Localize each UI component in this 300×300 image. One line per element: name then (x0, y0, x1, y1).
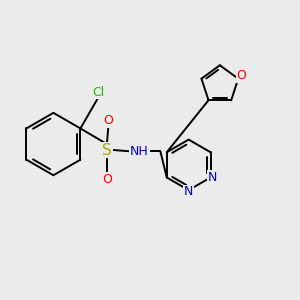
Text: Cl: Cl (92, 85, 104, 98)
Text: O: O (236, 69, 246, 82)
Text: N: N (208, 171, 218, 184)
Text: O: O (102, 173, 112, 186)
Text: O: O (103, 114, 113, 127)
Text: N: N (184, 185, 193, 198)
Text: S: S (102, 142, 112, 158)
Text: NH: NH (130, 145, 149, 158)
